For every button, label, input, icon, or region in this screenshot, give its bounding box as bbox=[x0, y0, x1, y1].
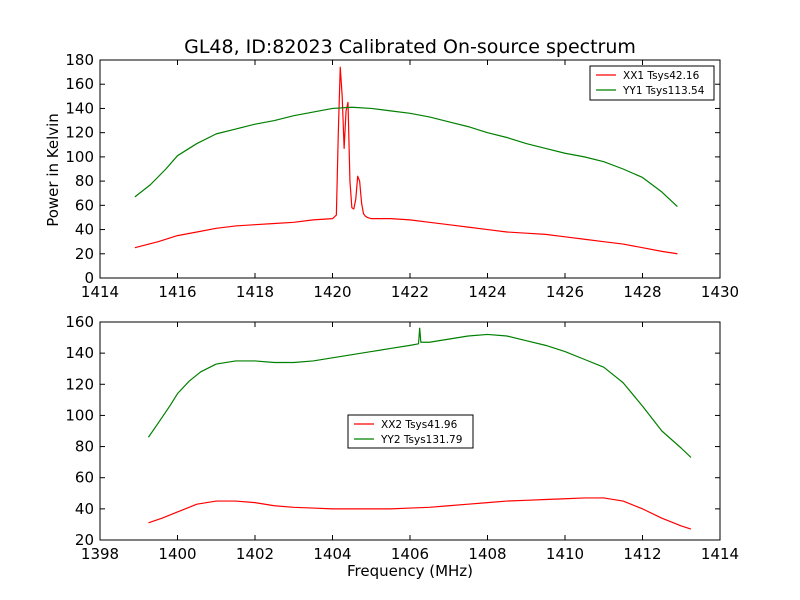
y-tick-label: 0 bbox=[84, 269, 94, 287]
legend: XX1 Tsys42.16 YY1 Tsys113.54 bbox=[589, 65, 715, 101]
legend-entry: YY1 Tsys113.54 bbox=[622, 85, 705, 97]
x-tick-label: 1410 bbox=[546, 545, 584, 563]
y-tick-label: 100 bbox=[65, 148, 94, 166]
x-tick-label: 1426 bbox=[546, 283, 584, 301]
x-tick-label: 1402 bbox=[236, 545, 274, 563]
bottom-panel: 1398 1400 1402 1404 1406 1408 1410 1412 1414 20 40… bbox=[65, 313, 739, 563]
x-tick-label: 1408 bbox=[468, 545, 506, 563]
x-tick-label: 1418 bbox=[236, 283, 274, 301]
y-tick-label: 20 bbox=[75, 245, 94, 263]
legend-entry: YY2 Tsys131.79 bbox=[380, 434, 462, 446]
y-axis-label: Power in Kelvin bbox=[44, 113, 62, 227]
y-tick-label: 80 bbox=[75, 438, 94, 456]
y-tick-label: 80 bbox=[75, 172, 94, 190]
chart-title: GL48, ID:82023 Calibrated On-source spec… bbox=[184, 36, 636, 58]
legend-entry: XX1 Tsys42.16 bbox=[623, 70, 700, 82]
series-line-1 bbox=[134, 66, 678, 255]
x-axis-label: Frequency (MHz) bbox=[347, 562, 473, 580]
legend-box bbox=[589, 65, 715, 101]
legend-box bbox=[347, 414, 474, 449]
top-panel: 1414 1416 1418 1420 1422 1424 1426 1428 1430 0 20 4… bbox=[65, 51, 739, 301]
x-tick-label: 1424 bbox=[468, 283, 506, 301]
y-tick-label: 140 bbox=[65, 344, 94, 362]
series-line-1 bbox=[148, 497, 692, 530]
x-tick-label: 1398 bbox=[81, 545, 119, 563]
y-tick-label: 120 bbox=[65, 124, 94, 142]
y-tick-label: 160 bbox=[65, 313, 94, 331]
y-tick-label: 20 bbox=[75, 531, 94, 549]
x-tick-label: 1404 bbox=[313, 545, 351, 563]
x-tick-label: 1416 bbox=[158, 283, 196, 301]
x-tick-label: 1406 bbox=[391, 545, 429, 563]
series-line-2 bbox=[147, 327, 692, 458]
x-tick-label: 1428 bbox=[623, 283, 661, 301]
x-tick-label: 1412 bbox=[623, 545, 661, 563]
legend: XX2 Tsys41.96 YY2 Tsys131.79 bbox=[347, 414, 474, 449]
y-tick-label: 40 bbox=[75, 221, 94, 239]
x-tick-label: 1420 bbox=[313, 283, 351, 301]
legend-entry: XX2 Tsys41.96 bbox=[381, 419, 458, 431]
y-tick-label: 60 bbox=[75, 469, 94, 487]
y-tick-label: 60 bbox=[75, 196, 94, 214]
x-tick-label: 1400 bbox=[158, 545, 196, 563]
y-tick-label: 40 bbox=[75, 500, 94, 518]
y-tick-label: 160 bbox=[65, 75, 94, 93]
y-tick-label: 180 bbox=[65, 51, 94, 69]
y-tick-label: 100 bbox=[65, 406, 94, 424]
y-tick-label: 120 bbox=[65, 375, 94, 393]
x-tick-label: 1422 bbox=[391, 283, 429, 301]
x-tick-label: 1414 bbox=[81, 283, 119, 301]
x-tick-label: 1414 bbox=[701, 545, 739, 563]
x-tick-label: 1430 bbox=[701, 283, 739, 301]
series-line-2 bbox=[134, 106, 678, 207]
y-tick-label: 140 bbox=[65, 99, 94, 117]
